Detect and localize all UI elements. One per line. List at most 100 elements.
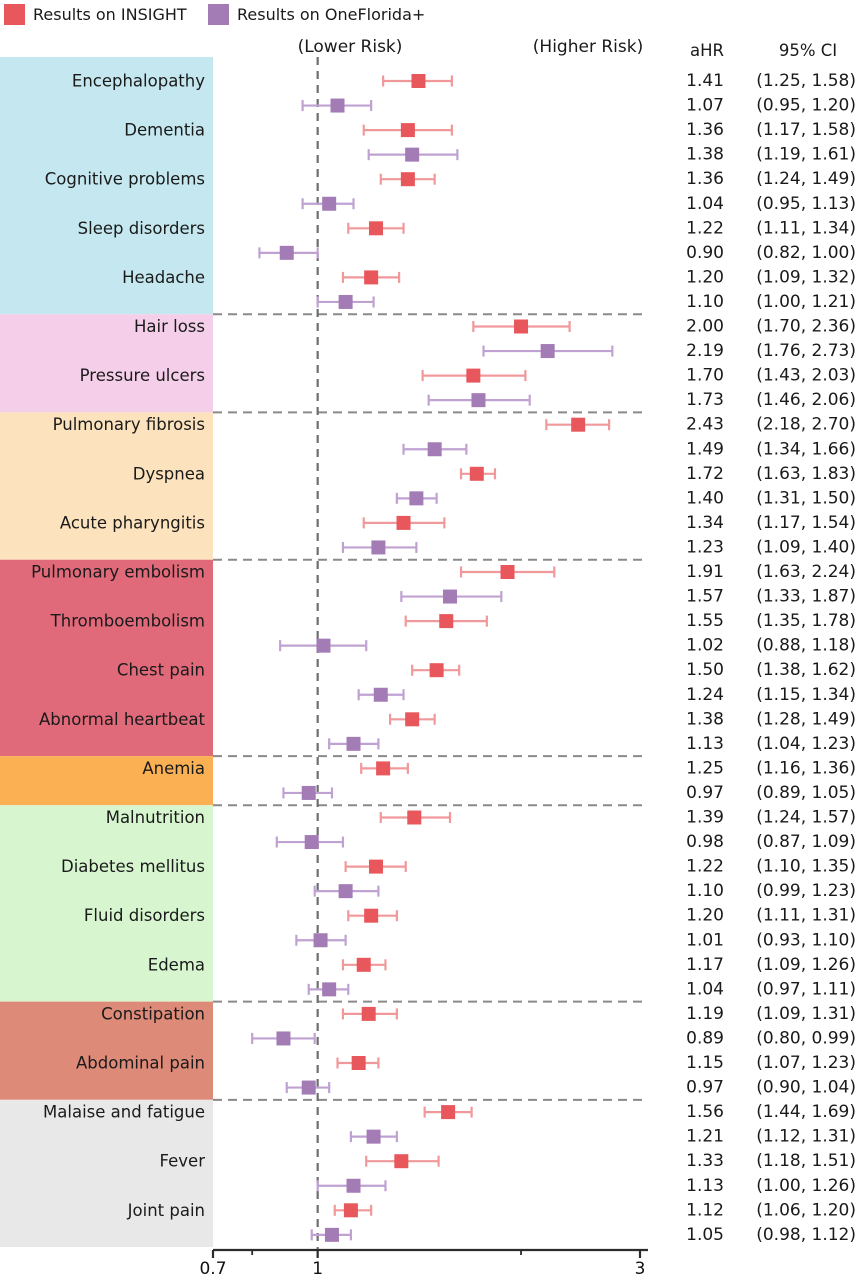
ahr-value: 1.10: [686, 881, 724, 901]
category-band: [0, 314, 213, 413]
oneflorida-estimate-marker: [251, 1031, 316, 1046]
insight-estimate-marker: [459, 466, 497, 481]
oneflorida-estimate-marker: [400, 589, 503, 604]
oneflorida-estimate-marker: [316, 1178, 387, 1193]
ahr-value: 1.25: [686, 758, 724, 778]
ci-value: (0.80, 0.99): [756, 1028, 856, 1048]
insight-estimate-marker: [411, 663, 461, 678]
ahr-value: 1.10: [686, 292, 724, 312]
ahr-value: 1.91: [686, 562, 724, 582]
ahr-value: 1.38: [686, 145, 724, 165]
condition-row: Fever 1.33 (1.18, 1.51) 1.13 (1.00, 1.26): [160, 1151, 856, 1196]
ahr-value: 1.01: [686, 930, 724, 950]
ahr-value: 0.97: [686, 1078, 724, 1098]
condition-row: Hair loss 2.00 (1.70, 2.36) 2.19 (1.76, 2.73…: [134, 317, 856, 362]
condition-label: Sleep disorders: [78, 219, 205, 238]
category-band: [0, 756, 213, 806]
ahr-value: 1.49: [686, 439, 724, 459]
condition-label: Abnormal heartbeat: [39, 710, 206, 729]
ci-value: (0.98, 1.12): [756, 1225, 856, 1245]
ci-value: (1.34, 1.66): [756, 439, 856, 459]
condition-label: Malnutrition: [106, 808, 205, 827]
ci-value: (1.63, 2.24): [756, 562, 856, 582]
ahr-value: 1.56: [686, 1102, 724, 1122]
category-band: [0, 559, 213, 757]
oneflorida-estimate-marker: [482, 344, 614, 359]
oneflorida-estimate-marker: [282, 785, 334, 800]
oneflorida-legend-label: Results on OneFlorida+: [237, 5, 426, 24]
ci-value: (0.95, 1.13): [756, 194, 856, 214]
ahr-value: 1.36: [686, 120, 724, 140]
insight-estimate-marker: [336, 1056, 380, 1070]
ahr-value: 2.43: [686, 415, 724, 435]
oneflorida-estimate-marker: [341, 540, 418, 555]
ci-value: (1.33, 1.87): [756, 587, 856, 607]
insight-estimate-marker: [360, 761, 409, 776]
ci-value: (0.88, 1.18): [756, 636, 856, 656]
ahr-value: 1.04: [686, 979, 724, 999]
category-band: [0, 57, 213, 315]
ahr-value: 0.89: [686, 1028, 724, 1048]
higher-risk-annotation: (Higher Risk): [532, 37, 644, 57]
condition-row: Thromboembolism 1.55 (1.35, 1.78) 1.02 (0.88…: [50, 611, 856, 656]
condition-label: Cognitive problems: [45, 170, 205, 189]
condition-row: Sleep disorders 1.22 (1.11, 1.34) 0.90 (0.82…: [78, 218, 856, 263]
condition-label: Pulmonary embolism: [31, 563, 205, 582]
insight-estimate-marker: [362, 515, 446, 530]
condition-row: Chest pain 1.50 (1.38, 1.62) 1.24 (1.15, 1.3…: [117, 660, 856, 705]
ahr-value: 1.02: [686, 636, 724, 656]
ci-value: (1.06, 1.20): [756, 1200, 856, 1220]
condition-row: Diabetes mellitus 1.22 (1.10, 1.35) 1.10 (0.…: [61, 857, 856, 902]
oneflorida-estimate-marker: [349, 1129, 398, 1144]
ahr-value: 1.20: [686, 906, 724, 926]
ci-value: (1.44, 1.69): [756, 1102, 856, 1122]
ci-value: (1.24, 1.49): [756, 169, 856, 189]
ci-value: (1.24, 1.57): [756, 808, 856, 828]
condition-label: Thromboembolism: [50, 612, 205, 631]
ahr-value: 0.98: [686, 832, 724, 852]
ahr-value: 1.17: [686, 955, 724, 975]
ci-value: (1.00, 1.21): [756, 292, 856, 312]
insight-estimate-marker: [423, 1105, 473, 1120]
oneflorida-legend-swatch-icon: [208, 4, 229, 25]
oneflorida-estimate-marker: [310, 1227, 353, 1242]
condition-row: Pulmonary embolism 1.91 (1.63, 2.24) 1.57 (1…: [31, 562, 856, 607]
condition-label: Diabetes mellitus: [61, 857, 205, 876]
condition-label: Headache: [122, 268, 205, 287]
ci-value: (1.17, 1.54): [756, 513, 856, 533]
ahr-value: 1.21: [686, 1127, 724, 1147]
ahr-value: 1.36: [686, 169, 724, 189]
oneflorida-estimate-marker: [427, 393, 531, 408]
condition-label: Anemia: [142, 759, 205, 778]
ahr-column-header: aHR: [690, 41, 724, 60]
insight-estimate-marker: [341, 270, 401, 285]
category-band: [0, 412, 213, 560]
ahr-value: 1.70: [686, 366, 724, 386]
ahr-value: 1.41: [686, 71, 724, 91]
condition-label: Joint pain: [127, 1201, 205, 1220]
category-band: [0, 1099, 213, 1247]
condition-row: Acute pharyngitis 1.34 (1.17, 1.54) 1.23 (1.…: [60, 513, 856, 558]
ahr-value: 1.34: [686, 513, 724, 533]
oneflorida-estimate-marker: [279, 638, 368, 653]
condition-label: Chest pain: [117, 661, 205, 680]
insight-estimate-marker: [365, 1154, 440, 1169]
ci-value: (1.10, 1.35): [756, 857, 856, 877]
ahr-value: 1.55: [686, 611, 724, 631]
ahr-value: 1.33: [686, 1151, 724, 1171]
insight-estimate-marker: [379, 172, 436, 187]
condition-label: Constipation: [101, 1004, 205, 1023]
insight-estimate-marker: [341, 957, 387, 972]
condition-label: Abdominal pain: [76, 1054, 205, 1073]
x-axis-tick-label: 3: [635, 1259, 646, 1279]
condition-row: Joint pain 1.12 (1.06, 1.20) 1.05 (0.98, 1.1…: [127, 1200, 856, 1245]
x-axis-tick-label: 0.7: [199, 1259, 226, 1279]
condition-row: Edema 1.17 (1.09, 1.26) 1.04 (0.97, 1.11): [148, 955, 856, 1000]
ahr-value: 1.13: [686, 1176, 724, 1196]
insight-estimate-marker: [379, 810, 452, 825]
condition-label: Fluid disorders: [84, 906, 205, 925]
ci-value: (1.25, 1.58): [756, 71, 856, 91]
ci-value: (1.07, 1.23): [756, 1053, 856, 1073]
insight-estimate-marker: [382, 74, 453, 88]
ahr-value: 1.50: [686, 660, 724, 680]
